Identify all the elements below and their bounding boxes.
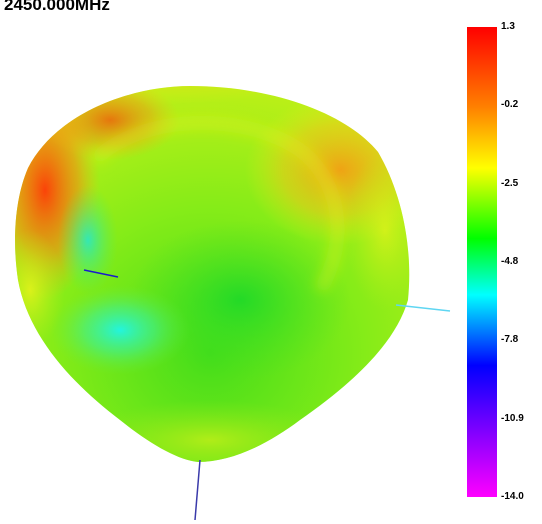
frequency-title: 2450.000MHz [4,0,110,14]
colorbar-tick-label: -10.9 [501,412,524,424]
colorbar-tick-label: -14.0 [501,491,524,502]
colorbar [467,27,497,497]
colorbar-tick-label: 1.3 [501,21,515,32]
x-axis-line [83,269,119,278]
colorbar-tick-label: -7.8 [501,334,519,346]
y-axis-line [395,304,451,312]
z-axis-line [194,459,201,521]
colorbar-tick-label: -0.2 [501,99,519,111]
colorbar-tick-label: -2.5 [501,177,519,189]
pattern-surface [15,86,410,462]
colorbar-tick-label: -4.8 [501,256,519,267]
colorbar-gradient [467,27,497,497]
